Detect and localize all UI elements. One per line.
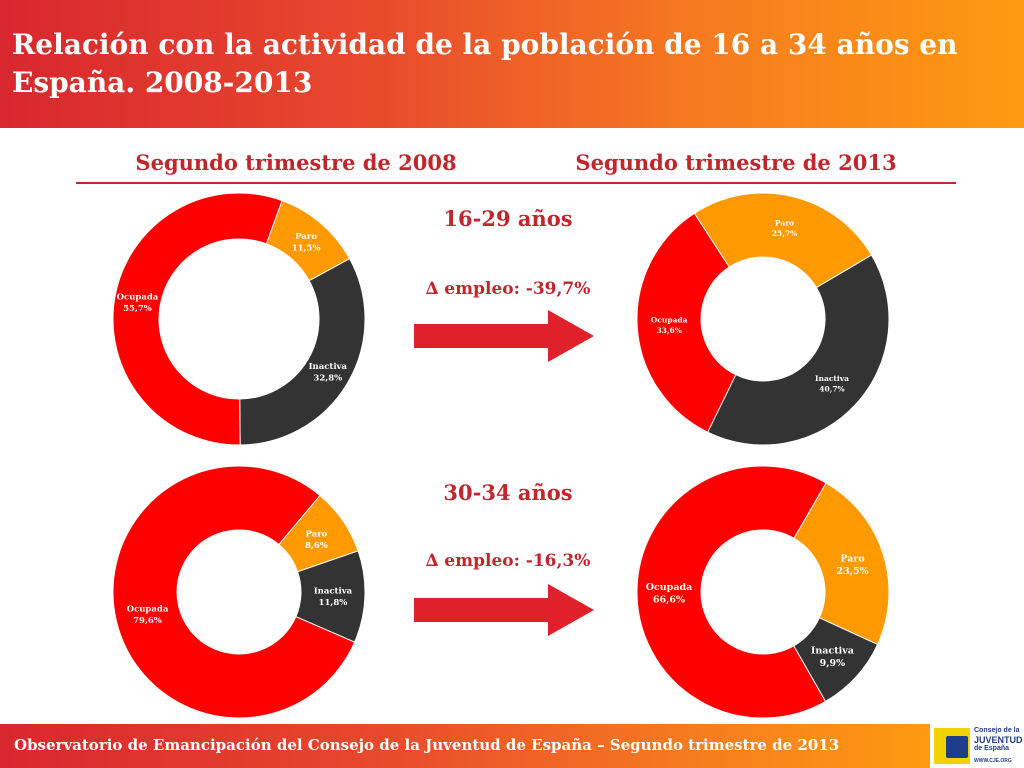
- employment-delta: ∆ empleo: -16,3%: [425, 551, 591, 571]
- footer-bar: Observatorio de Emancipación del Consejo…: [0, 724, 930, 768]
- donut-slice-paro: [693, 192, 873, 289]
- donut-slice-ocupada: [636, 212, 737, 433]
- footer-text: Observatorio de Emancipación del Consejo…: [14, 736, 840, 754]
- header-banner: Relación con la actividad de la població…: [0, 0, 1024, 128]
- cje-logo: Consejo de la JUVENTUD de España WWW.CJE…: [930, 724, 1024, 768]
- slice-label-inactiva: Inactiva 11,8%: [314, 587, 353, 609]
- age-group-label: 30-34 años: [443, 480, 573, 505]
- logo-line-2: JUVENTUD: [974, 735, 1023, 745]
- cje-logo-icon: [934, 728, 970, 764]
- logo-line-1: Consejo de la: [974, 727, 1020, 734]
- age-group-label: 16-29 años: [443, 206, 573, 231]
- arrow-right-icon: [414, 310, 594, 362]
- slice-label-ocupada: Ocupada 55,7%: [117, 293, 159, 315]
- logo-text: Consejo de la JUVENTUD de España: [974, 727, 1023, 753]
- donut-slice-paro: [793, 482, 890, 646]
- donut-slice-ocupada: [112, 192, 283, 446]
- slice-label-inactiva: Inactiva 9,9%: [811, 645, 854, 669]
- page-title: Relación con la actividad de la població…: [12, 28, 958, 99]
- slice-label-inactiva: Inactiva 32,8%: [309, 362, 348, 384]
- slice-label-paro: Paro 23,5%: [836, 553, 868, 577]
- employment-delta: ∆ empleo: -39,7%: [425, 279, 591, 299]
- column-heading-2008: Segundo trimestre de 2008: [135, 150, 457, 175]
- logo-url: WWW.CJE.ORG: [974, 758, 1012, 764]
- donut-slice-ocupada: [112, 465, 356, 719]
- slice-label-inactiva: Inactiva 40,7%: [815, 374, 849, 394]
- heading-divider: [76, 182, 956, 184]
- donut-chart-30-34-2008: Paro 8,6% Inactiva 11,8% Ocupada 79,6%: [112, 465, 366, 719]
- slice-label-paro: Paro 25,7%: [772, 219, 797, 239]
- donut-chart-16-29-2008: Paro 11,5% Inactiva 32,8% Ocupada 55,7%: [112, 192, 366, 446]
- slice-label-ocupada: Ocupada 33,6%: [651, 316, 688, 336]
- donut-slice-inactiva: [707, 254, 890, 446]
- donut-chart-16-29-2013: Paro 25,7% Inactiva 40,7% Ocupada 33,6%: [636, 192, 890, 446]
- donut-slice-inactiva: [239, 258, 366, 446]
- donut-chart-30-34-2013: Paro 23,5% Inactiva 9,9% Ocupada 66,6%: [636, 465, 890, 719]
- column-heading-2013: Segundo trimestre de 2013: [575, 150, 897, 175]
- slice-label-ocupada: Ocupada 66,6%: [646, 582, 693, 606]
- donut-slice-ocupada: [636, 465, 827, 719]
- logo-line-3: de España: [974, 745, 1010, 752]
- slice-label-ocupada: Ocupada 79,6%: [127, 605, 169, 627]
- arrow-right-icon: [414, 584, 594, 636]
- slice-label-paro: Paro 8,6%: [305, 530, 328, 552]
- slice-label-paro: Paro 11,5%: [292, 232, 321, 254]
